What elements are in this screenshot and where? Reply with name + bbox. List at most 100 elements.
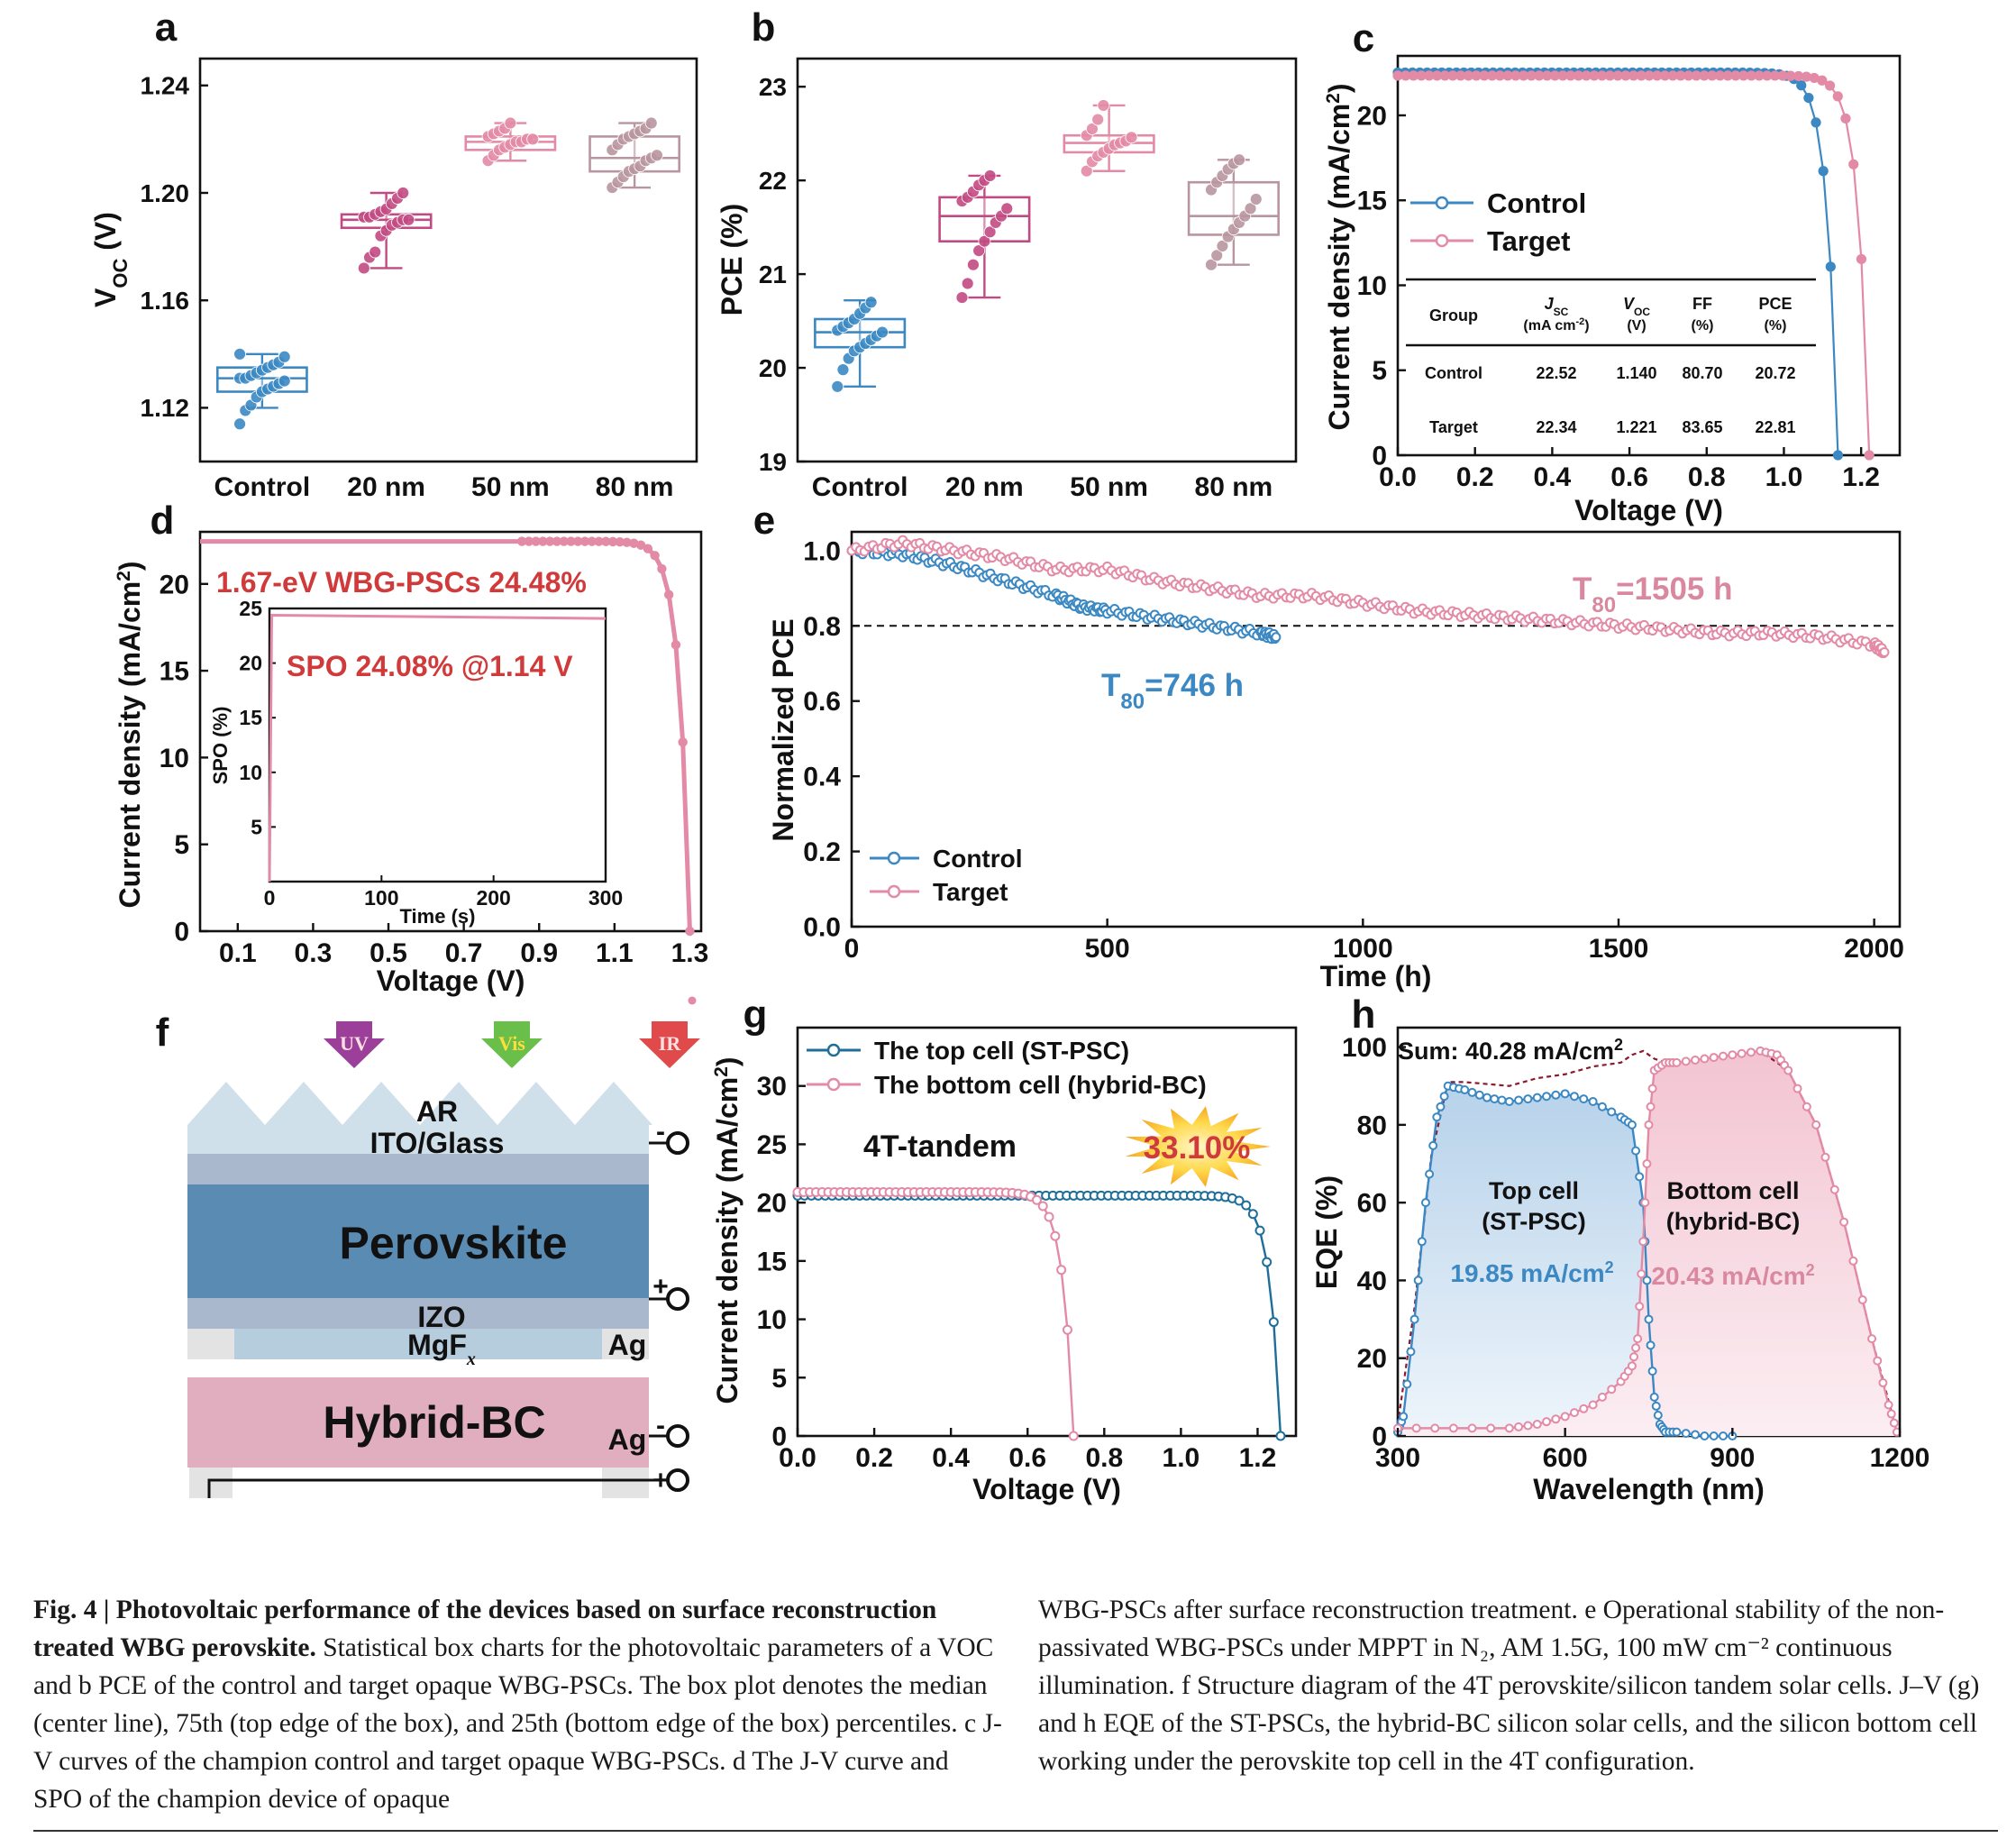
tandem-marker <box>1262 1257 1273 1267</box>
legend-label: The bottom cell (hybrid-BC) <box>874 1071 1207 1099</box>
inset-xtick-label: 100 <box>364 886 398 910</box>
panel-e-frame <box>850 530 1902 928</box>
box-data-point <box>278 350 291 363</box>
box-data-point <box>397 187 410 199</box>
inset-xtick-label: 200 <box>476 886 510 910</box>
top-cell-marker <box>1631 1146 1641 1156</box>
top-cell-marker <box>1635 1172 1645 1182</box>
wire <box>207 1478 668 1498</box>
bottom-cell-marker <box>1889 1418 1899 1428</box>
panel-d-xtick-label: 0.5 <box>369 938 407 968</box>
legend-marker <box>1435 196 1449 210</box>
bottom-cell-marker <box>1523 1421 1533 1431</box>
inset-ytick-label: 5 <box>251 815 262 838</box>
bottom-cell-marker <box>1811 1120 1821 1129</box>
bottom-cell-marker <box>1878 1378 1888 1388</box>
panel-d-xtick-label: 0.7 <box>445 938 483 968</box>
panel-d-annotation: 1.67-eV WBG-PSCs 24.48% <box>216 566 587 599</box>
legend-label: The top cell (ST-PSC) <box>874 1037 1129 1065</box>
caption-fig-number: Fig. 4 | <box>33 1596 116 1624</box>
panel-c-ytick-label: 20 <box>1357 101 1387 131</box>
light-arrow-vis-icon <box>481 1021 543 1068</box>
box-data-point <box>961 277 974 290</box>
table-unit: (%) <box>1765 318 1787 334</box>
top-cell-marker <box>1417 1237 1427 1247</box>
tandem-marker <box>1068 1431 1079 1441</box>
tandem-label: 4T-tandem <box>863 1129 1017 1164</box>
panel-g-ytick-label: 20 <box>757 1189 787 1219</box>
panel-d-xtick-label: 1.1 <box>596 938 634 968</box>
jv-marker-champion <box>685 926 695 937</box>
bottom-cell-marker <box>1737 1048 1747 1058</box>
ag-label-bottom: Ag <box>608 1423 647 1456</box>
bottom-cell-marker <box>1646 1102 1656 1111</box>
panel-d-ytick-label: 0 <box>174 918 189 947</box>
bottom-cell-marker <box>1820 1152 1830 1162</box>
top-cell-marker <box>1597 1102 1607 1111</box>
inset-ytick-label: 25 <box>239 597 262 620</box>
jv-curve-control <box>1398 71 1839 456</box>
table-cell: Control <box>1425 364 1482 382</box>
ar-label: AR <box>416 1095 458 1128</box>
panel-b-ylabel: PCE (%) <box>716 204 748 315</box>
tandem-marker <box>1044 1212 1054 1222</box>
panel-c-ytick-label: 15 <box>1357 187 1387 216</box>
box-data-point <box>402 213 415 226</box>
box-data-point <box>955 291 969 304</box>
panel-c-xlabel: Voltage (V) <box>1574 494 1723 526</box>
panel-e-ytick-label: 0.8 <box>803 612 841 642</box>
top-cell-marker <box>1432 1112 1442 1122</box>
jv-marker-control <box>1818 166 1829 177</box>
top-cell-marker <box>1514 1095 1524 1105</box>
top-cell-marker <box>1413 1276 1423 1285</box>
panel-d-xtick-label: 0.3 <box>295 938 333 968</box>
ito-glass-layer <box>187 1154 649 1184</box>
top-cell-marker <box>1428 1140 1438 1150</box>
jv-marker-champion <box>650 551 660 561</box>
panel-g-frame <box>796 1026 1298 1438</box>
panel-label-f: f <box>156 1010 169 1055</box>
panel-b-ytick-label: 22 <box>759 167 787 195</box>
panel-a-category-label: 20 nm <box>347 472 425 502</box>
panel-label-h: h <box>1352 992 1376 1037</box>
box-data-point <box>651 149 663 162</box>
panel-h-xtick-label: 1200 <box>1870 1443 1930 1473</box>
ito-glass-label: ITO/Glass <box>370 1127 505 1159</box>
ag-contact-right-top <box>602 1329 649 1359</box>
bottom-cell-marker <box>1628 1352 1638 1362</box>
perovskite-label: Perovskite <box>340 1218 568 1268</box>
bottom-cell-marker <box>1857 1295 1867 1304</box>
panel-e-xtick-label: 1000 <box>1333 934 1393 964</box>
tandem-marker <box>1056 1265 1067 1276</box>
top-cell-marker <box>1642 1276 1652 1285</box>
terminal-icon <box>666 1287 689 1311</box>
panel-h-ytick-label: 40 <box>1357 1266 1387 1296</box>
panel-c-frame <box>1396 54 1902 457</box>
izo-layer <box>187 1298 649 1329</box>
ag-contact-left-top <box>187 1329 234 1359</box>
panel-g-ytick-label: 0 <box>771 1422 787 1452</box>
sum-label: Sum: 40.28 mA/cm2 <box>1398 1036 1623 1065</box>
panel-e-xtick-label: 0 <box>844 934 860 964</box>
spo-trace <box>268 613 607 882</box>
panel-g-xtick-label: 0.0 <box>779 1443 816 1473</box>
box-data-point <box>836 363 850 377</box>
mgf-label: MgFx <box>407 1329 476 1369</box>
panel-c-xtick-label: 1.2 <box>1842 462 1880 492</box>
figure-caption: Fig. 4 | Photovoltaic performance of the… <box>33 1591 1998 1814</box>
caption-title: Photovoltaic performance of the devices … <box>33 1596 937 1662</box>
bottom-cell-marker <box>1709 1053 1719 1063</box>
panel-h-ylabel: EQE (%) <box>1310 1175 1343 1289</box>
caption-left: Fig. 4 | Photovoltaic performance of the… <box>33 1591 1002 1818</box>
panel-e-xtick-label: 2000 <box>1844 934 1904 964</box>
top-cell-sublabel: (ST-PSC) <box>1482 1208 1586 1235</box>
panel-b-ytick-label: 21 <box>759 261 787 288</box>
bottom-cell-marker <box>1448 1423 1458 1433</box>
box-data-point <box>978 234 991 248</box>
inset-frame <box>268 607 607 883</box>
bottom-cell-marker <box>1802 1102 1811 1111</box>
panel-d-xtick-label: 1.3 <box>671 938 709 968</box>
top-cell-marker <box>1651 1401 1661 1411</box>
legend-marker <box>826 1077 841 1092</box>
panel-g-xtick-label: 0.2 <box>855 1443 893 1473</box>
